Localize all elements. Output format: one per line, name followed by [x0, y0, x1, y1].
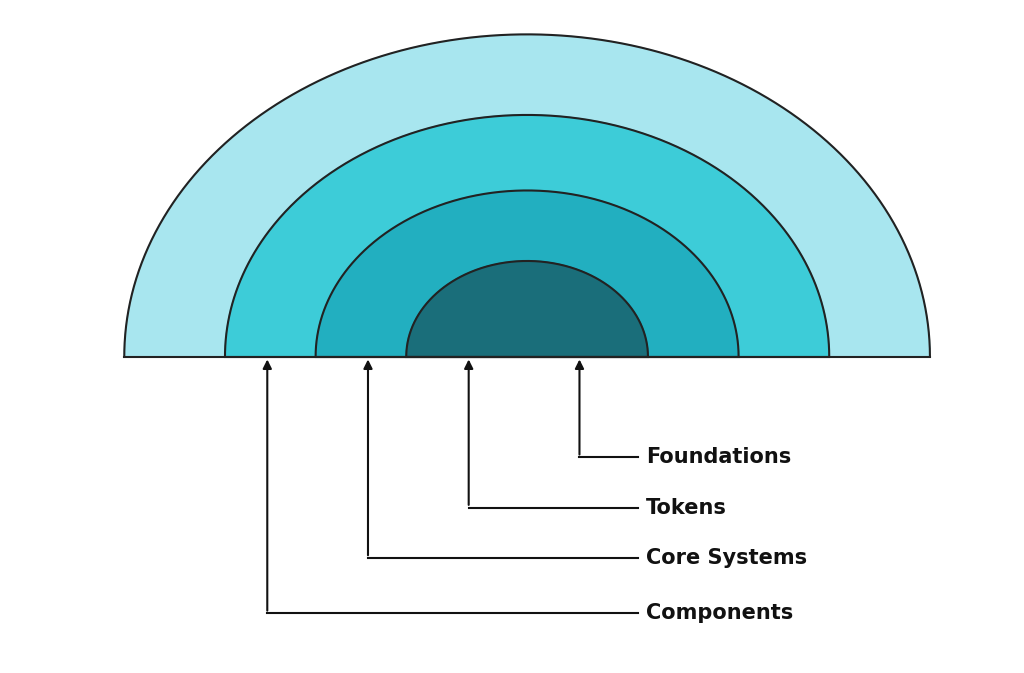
Text: Foundations: Foundations: [646, 448, 792, 467]
Polygon shape: [315, 190, 738, 357]
Text: Components: Components: [646, 604, 794, 623]
Polygon shape: [407, 261, 648, 357]
Text: Tokens: Tokens: [646, 498, 727, 518]
Polygon shape: [124, 34, 930, 357]
Polygon shape: [225, 115, 829, 357]
Text: Core Systems: Core Systems: [646, 548, 807, 568]
